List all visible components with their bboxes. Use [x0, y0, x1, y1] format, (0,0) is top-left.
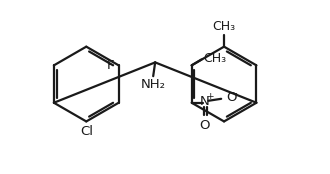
Text: −: −	[230, 89, 238, 99]
Text: O: O	[199, 120, 210, 132]
Text: CH₃: CH₃	[204, 52, 227, 65]
Text: N: N	[200, 95, 209, 108]
Text: +: +	[206, 92, 213, 101]
Text: CH₃: CH₃	[213, 20, 236, 33]
Text: Cl: Cl	[80, 125, 93, 138]
Text: NH₂: NH₂	[141, 78, 166, 91]
Text: F: F	[107, 59, 115, 72]
Text: O: O	[226, 91, 237, 104]
